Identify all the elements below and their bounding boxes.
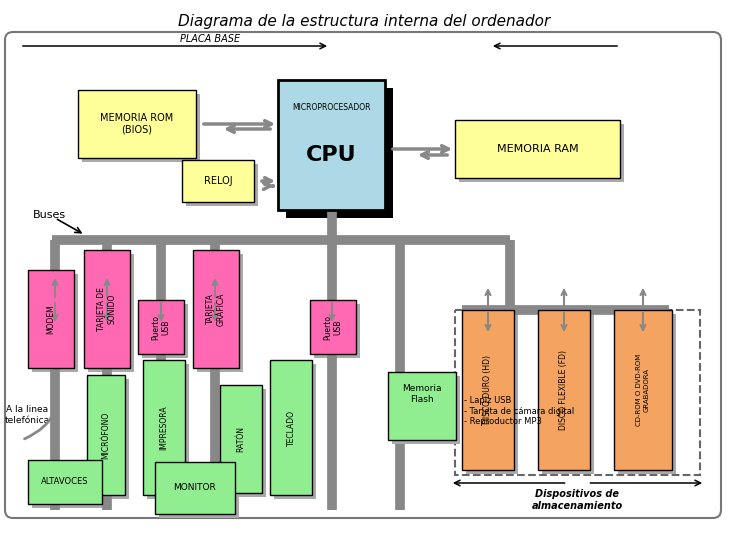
Bar	[286, 88, 393, 218]
Text: MONITOR: MONITOR	[174, 484, 217, 493]
Text: MODEM: MODEM	[47, 304, 55, 334]
Text: ALTAVOCES: ALTAVOCES	[42, 478, 89, 486]
Bar	[455, 310, 700, 475]
Bar	[87, 375, 125, 495]
Bar	[155, 462, 235, 514]
Bar	[538, 310, 590, 470]
Bar	[224, 389, 266, 497]
Bar	[88, 254, 134, 372]
Text: RELOJ: RELOJ	[203, 176, 233, 186]
Text: MEMORIA RAM: MEMORIA RAM	[496, 144, 578, 154]
Bar	[618, 314, 676, 474]
Text: MICRÓFONO: MICRÓFONO	[101, 412, 111, 459]
Text: DISCO FLEXIBLE (FD): DISCO FLEXIBLE (FD)	[559, 350, 569, 430]
Bar	[32, 274, 78, 372]
Text: DISCO DURO (HD): DISCO DURO (HD)	[483, 356, 493, 424]
Bar	[278, 80, 385, 210]
Bar	[220, 385, 262, 493]
Bar	[147, 364, 189, 499]
Bar	[143, 360, 185, 495]
Bar	[274, 364, 316, 499]
Bar	[182, 160, 254, 202]
Bar	[193, 250, 239, 368]
Text: Diagrama de la estructura interna del ordenador: Diagrama de la estructura interna del or…	[179, 14, 550, 29]
Bar	[32, 464, 106, 508]
Text: TECLADO: TECLADO	[286, 409, 295, 445]
Bar	[159, 466, 239, 518]
Text: MEMORIA ROM
(BIOS): MEMORIA ROM (BIOS)	[101, 113, 174, 135]
Bar	[310, 300, 356, 354]
Bar	[186, 164, 258, 206]
Text: TARJETA
GRÁFICA: TARJETA GRÁFICA	[206, 293, 226, 326]
Bar	[455, 120, 620, 178]
Text: PLACA BASE: PLACA BASE	[180, 34, 240, 44]
Bar	[82, 94, 200, 162]
Bar	[466, 314, 518, 474]
Bar	[614, 310, 672, 470]
Bar	[542, 314, 594, 474]
Bar	[138, 300, 184, 354]
Text: Puerto
USB: Puerto USB	[323, 315, 343, 340]
Bar	[388, 372, 456, 440]
Bar	[142, 304, 188, 358]
Text: Buses: Buses	[33, 210, 66, 220]
Text: RATÓN: RATÓN	[236, 426, 246, 452]
Text: - Lapiz USB
- Tarjeta de cámara digital
- Reproductor MP3: - Lapiz USB - Tarjeta de cámara digital …	[464, 396, 574, 426]
Bar	[28, 460, 102, 504]
Text: Puerto
USB: Puerto USB	[152, 315, 171, 340]
Bar	[462, 310, 514, 470]
Bar	[392, 376, 460, 444]
Bar	[270, 360, 312, 495]
Bar	[197, 254, 243, 372]
Bar	[84, 250, 130, 368]
Bar	[314, 304, 360, 358]
Text: A la linea
telefónica: A la linea telefónica	[5, 406, 50, 425]
Bar	[91, 379, 129, 499]
Text: CPU: CPU	[306, 145, 356, 165]
Text: Dispositivos de
almacenamiento: Dispositivos de almacenamiento	[532, 489, 623, 511]
Text: MICROPROCESADOR: MICROPROCESADOR	[292, 104, 371, 112]
Text: CD-ROM O DVD-ROM
GRABADORA: CD-ROM O DVD-ROM GRABADORA	[636, 354, 650, 426]
Bar	[28, 270, 74, 368]
Bar	[459, 124, 624, 182]
Text: TARJETA DE
SONIDO: TARJETA DE SONIDO	[97, 287, 117, 331]
Text: Memoria
Flash: Memoria Flash	[402, 384, 442, 404]
Bar	[78, 90, 196, 158]
Text: IMPRESORA: IMPRESORA	[160, 405, 168, 450]
